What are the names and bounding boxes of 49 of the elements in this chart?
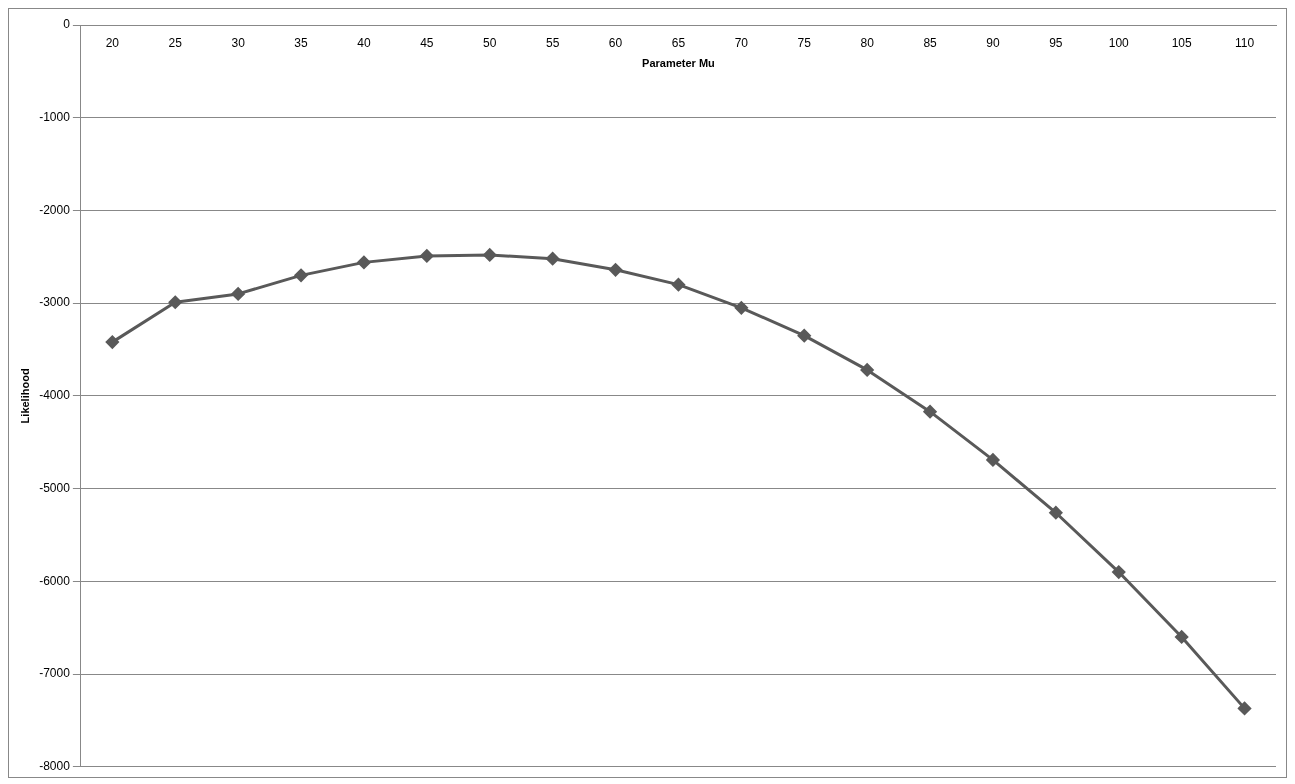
x-tick-label: 110 <box>1234 35 1255 50</box>
point <box>671 278 685 292</box>
point <box>1112 565 1126 579</box>
x-tick-label: 50 <box>483 35 497 50</box>
x-tick-label: 20 <box>105 35 120 50</box>
y-tick-label: 0 <box>63 17 71 32</box>
x-tick-label: 65 <box>671 35 686 50</box>
point <box>1175 630 1189 644</box>
y-tick-label: -6000 <box>39 573 71 588</box>
y-tick-label: -4000 <box>39 388 71 403</box>
x-tick-label: 55 <box>545 35 560 50</box>
x-tick-label: 35 <box>294 35 309 50</box>
point <box>734 301 748 315</box>
point <box>294 268 308 282</box>
point <box>357 255 371 269</box>
point <box>923 405 937 419</box>
point <box>168 295 182 309</box>
x-tick-label: 80 <box>860 35 875 50</box>
point <box>1049 506 1063 520</box>
x-tick-label: 30 <box>231 35 246 50</box>
x-tick-label: 40 <box>357 35 371 50</box>
point <box>483 248 497 262</box>
point <box>546 252 560 266</box>
x-tick-label: 105 <box>1171 35 1192 50</box>
point <box>986 453 1000 467</box>
point <box>420 249 434 263</box>
x-tick-label: 60 <box>608 35 623 50</box>
point <box>1238 701 1252 715</box>
y-axis-title: Likelihood <box>18 368 31 424</box>
point <box>231 287 245 301</box>
y-tick-label: -2000 <box>39 202 71 217</box>
x-tick-label: 75 <box>797 35 812 50</box>
y-tick-label: -3000 <box>39 295 71 310</box>
point <box>105 335 119 349</box>
x-tick-label: 90 <box>986 35 1000 50</box>
point <box>609 263 623 277</box>
x-tick-label: 25 <box>168 35 183 50</box>
y-tick-label: -5000 <box>39 480 71 495</box>
y-tick-label: -1000 <box>39 110 71 125</box>
x-tick-label: 95 <box>1049 35 1063 50</box>
y-tick-label: -8000 <box>39 759 71 774</box>
x-tick-label: 45 <box>420 35 434 50</box>
x-tick-label: 100 <box>1108 35 1130 50</box>
point <box>860 363 874 377</box>
x-axis-title: Parameter Mu <box>642 57 715 70</box>
point <box>797 329 811 343</box>
x-tick-label: 85 <box>923 35 938 50</box>
y-tick-label: -7000 <box>39 666 71 681</box>
x-tick-label: 70 <box>734 35 749 50</box>
